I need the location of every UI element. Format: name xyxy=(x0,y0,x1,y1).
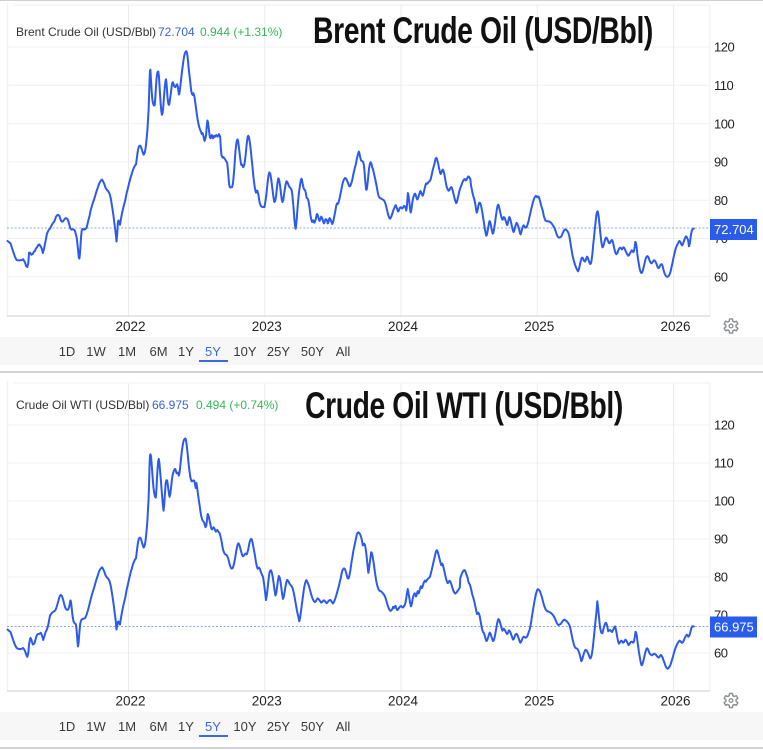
svg-text:60: 60 xyxy=(714,270,728,285)
svg-text:2026: 2026 xyxy=(660,694,690,709)
svg-text:2023: 2023 xyxy=(252,319,282,334)
svg-text:60: 60 xyxy=(714,646,728,661)
svg-text:120: 120 xyxy=(714,40,734,55)
svg-text:2025: 2025 xyxy=(524,319,554,334)
svg-text:2024: 2024 xyxy=(388,319,419,334)
svg-text:2022: 2022 xyxy=(115,319,145,334)
svg-text:2025: 2025 xyxy=(524,694,554,709)
svg-text:110: 110 xyxy=(714,78,733,93)
svg-text:80: 80 xyxy=(714,193,728,208)
svg-text:66.975: 66.975 xyxy=(714,620,754,635)
svg-text:90: 90 xyxy=(714,532,728,547)
svg-text:100: 100 xyxy=(714,116,734,131)
svg-text:2024: 2024 xyxy=(388,694,419,709)
svg-text:2023: 2023 xyxy=(252,694,282,709)
svg-text:80: 80 xyxy=(714,570,728,585)
svg-text:110: 110 xyxy=(714,456,733,471)
svg-text:120: 120 xyxy=(714,418,734,433)
svg-text:2026: 2026 xyxy=(660,319,690,334)
svg-text:100: 100 xyxy=(714,494,734,509)
svg-text:72.704: 72.704 xyxy=(714,222,754,237)
svg-text:2022: 2022 xyxy=(115,694,145,709)
svg-text:90: 90 xyxy=(714,155,728,170)
